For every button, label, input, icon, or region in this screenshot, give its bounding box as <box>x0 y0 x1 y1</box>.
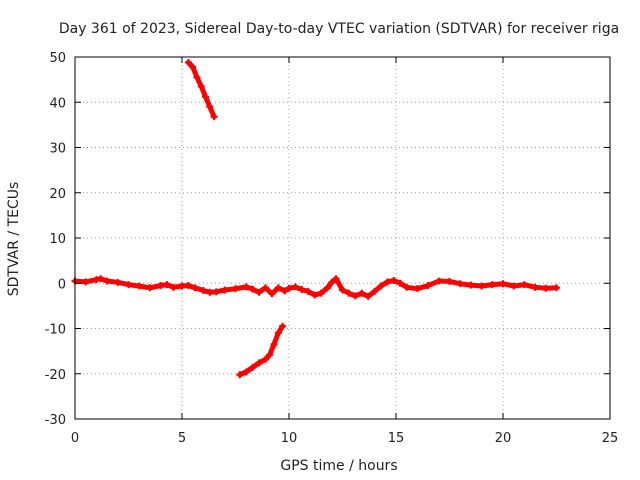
data-point <box>499 280 507 288</box>
data-point <box>206 103 214 111</box>
data-point <box>279 322 287 330</box>
data-point <box>383 278 391 286</box>
y-axis-title: SDTVAR / TECUs <box>6 182 22 297</box>
y-tick-label: 10 <box>49 232 66 247</box>
data-point <box>266 351 274 359</box>
data-point <box>531 283 539 291</box>
y-tick-label: -10 <box>45 323 66 338</box>
data-point <box>255 288 263 296</box>
data-point <box>242 368 250 376</box>
y-tick-label: -20 <box>45 368 66 383</box>
y-tick-label: 0 <box>58 277 66 292</box>
data-point <box>242 283 250 291</box>
data-point <box>261 284 269 292</box>
data-point <box>114 278 122 286</box>
x-tick-label: 10 <box>281 431 298 446</box>
data-point <box>184 282 192 290</box>
data-point <box>206 288 214 296</box>
data-point <box>249 285 257 293</box>
data-point <box>542 284 550 292</box>
x-tick-label: 20 <box>495 431 512 446</box>
data-point <box>510 282 518 290</box>
data-point <box>298 286 306 294</box>
data-point <box>163 281 171 289</box>
data-point <box>467 281 475 289</box>
data-point <box>488 281 496 289</box>
data-point <box>178 282 186 290</box>
x-tick-label: 15 <box>388 431 405 446</box>
data-point <box>199 286 207 294</box>
data-point <box>446 277 453 285</box>
data-point <box>304 287 312 295</box>
data-point <box>268 290 276 298</box>
data-point <box>125 281 132 289</box>
data-point <box>189 63 197 71</box>
data-point <box>345 289 353 297</box>
data-point <box>210 113 218 121</box>
data-point <box>435 277 443 285</box>
x-axis-title: GPS time / hours <box>280 458 397 474</box>
grid-lines <box>75 57 610 419</box>
data-point <box>97 275 105 283</box>
data-point <box>221 286 229 294</box>
data-point <box>274 284 282 292</box>
data-point <box>358 289 366 297</box>
data-point <box>135 282 143 290</box>
data-point <box>103 277 111 285</box>
data-point <box>146 284 154 292</box>
data-point <box>351 292 359 300</box>
data-point <box>328 278 336 286</box>
data-point <box>553 284 560 292</box>
data-point <box>332 275 340 283</box>
data-point <box>413 285 421 293</box>
data-point <box>520 281 528 289</box>
data-point <box>364 292 372 300</box>
data-point <box>232 285 239 293</box>
data-point <box>274 329 282 337</box>
data-point <box>339 286 346 294</box>
data-point <box>212 288 220 296</box>
y-tick-label: 20 <box>49 187 66 202</box>
data-series <box>71 58 560 379</box>
x-tick-label: 25 <box>602 431 619 446</box>
data-point <box>169 283 177 291</box>
data-point <box>82 278 90 286</box>
data-point <box>390 277 398 285</box>
y-tick-label: -30 <box>45 413 66 428</box>
data-point <box>236 371 244 379</box>
data-point <box>202 93 210 101</box>
data-point <box>291 283 299 291</box>
x-tick-label: 0 <box>71 431 79 446</box>
data-point <box>197 82 205 90</box>
y-tick-label: 50 <box>49 51 66 66</box>
data-point <box>377 282 385 290</box>
data-point <box>396 279 404 287</box>
data-point <box>424 282 432 290</box>
data-point <box>403 283 411 291</box>
chart-title: Day 361 of 2023, Sidereal Day-to-day VTE… <box>59 21 619 37</box>
data-point <box>371 287 379 295</box>
data-point <box>157 282 165 290</box>
data-point <box>184 58 192 66</box>
data-point <box>281 287 289 295</box>
data-point <box>249 363 257 371</box>
data-point <box>456 280 464 288</box>
data-point <box>255 359 263 367</box>
data-point <box>261 355 269 363</box>
data-point <box>324 284 332 292</box>
axis-ticks: 0 5 10 15 20 25 -30 -20 -10 0 10 20 30 40 50 <box>45 51 619 446</box>
data-point <box>270 340 278 348</box>
data-point <box>317 289 325 297</box>
data-point <box>311 291 319 299</box>
y-tick-label: 40 <box>49 96 66 111</box>
x-tick-label: 5 <box>178 431 186 446</box>
data-point <box>191 284 199 292</box>
data-point <box>193 73 201 81</box>
data-point <box>285 284 293 292</box>
data-point <box>478 282 486 290</box>
y-tick-label: 30 <box>49 142 66 157</box>
